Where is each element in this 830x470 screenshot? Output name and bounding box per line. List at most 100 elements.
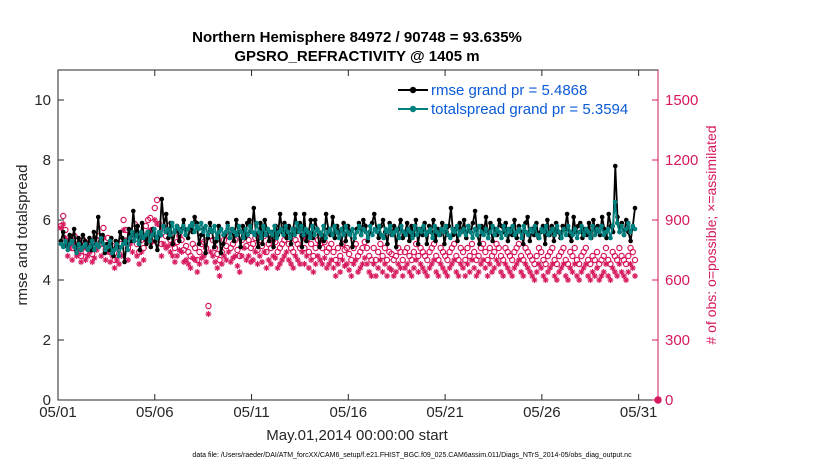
totalspread-point [359, 232, 364, 238]
rmse-point [284, 235, 289, 241]
rmse-point [288, 241, 294, 247]
totalspread-point [470, 235, 475, 241]
rmse-point [415, 241, 421, 247]
rmse-point [212, 244, 217, 250]
totalspread-point [559, 235, 564, 241]
assimilated-obs-marker [129, 249, 136, 255]
totalspread-point [285, 229, 291, 235]
totalspread-point [530, 229, 535, 235]
totalspread-point [412, 223, 418, 229]
assimilated-obs-marker [576, 277, 583, 283]
totalspread-point [261, 223, 266, 229]
totalspread-point [452, 229, 458, 235]
totalspread-point [614, 220, 620, 226]
possible-obs-marker [234, 246, 241, 254]
totalspread-point [69, 238, 75, 244]
rmse-point [350, 244, 355, 250]
totalspread-point [136, 241, 142, 247]
possible-obs-marker [343, 244, 351, 252]
totalspread-point [272, 223, 277, 229]
totalspread-point [112, 247, 117, 253]
totalspread-point [227, 235, 233, 241]
totalspread-point [189, 220, 195, 226]
rmse-point [120, 235, 125, 241]
rmse-point [76, 235, 81, 241]
assimilated-obs-marker [154, 221, 161, 227]
assimilated-obs-marker [542, 277, 549, 283]
possible-obs-marker [486, 244, 494, 252]
totalspread-point [448, 235, 453, 241]
totalspread-point [436, 232, 442, 238]
assimilated-obs-marker [480, 257, 487, 263]
possible-obs-marker [459, 248, 467, 256]
assimilated-obs-marker [187, 265, 194, 271]
assimilated-obs-marker [361, 255, 368, 261]
assimilated-obs-marker [84, 253, 91, 259]
rmse-point [339, 241, 344, 247]
assimilated-obs-marker [234, 263, 241, 269]
rmse-point [433, 238, 438, 244]
assimilated-obs-marker [547, 265, 554, 271]
totalspread-point [234, 232, 240, 238]
possible-obs-marker [363, 244, 371, 252]
totalspread-point [354, 229, 360, 235]
assimilated-obs-marker [544, 269, 551, 275]
totalspread-point [612, 199, 618, 205]
assimilated-obs-marker [497, 269, 504, 275]
totalspread-point [399, 223, 404, 229]
assimilated-obs-marker [573, 273, 580, 279]
totalspread-point [350, 226, 355, 232]
assimilated-obs-marker [531, 277, 538, 283]
assimilated-obs-marker [404, 261, 411, 267]
series-lines [58, 163, 638, 265]
y2-tick-label: 900 [665, 212, 690, 229]
assimilated-obs-marker [419, 265, 426, 271]
assimilated-obs-marker [372, 273, 379, 279]
assimilated-obs-marker [288, 261, 295, 267]
assimilated-obs-marker [564, 277, 571, 283]
totalspread-point [212, 223, 217, 229]
possible-obs-marker [591, 256, 598, 264]
rmse-point [317, 244, 322, 250]
totalspread-point [617, 229, 622, 235]
y-tick-label: 6 [43, 212, 51, 229]
assimilated-obs-marker [98, 253, 105, 259]
possible-obs-marker [537, 248, 545, 256]
assimilated-obs-marker [243, 257, 250, 263]
totalspread-point [421, 223, 426, 229]
totalspread-point [468, 229, 473, 235]
y2-axis-label: # of obs: o=possible; ×=assimilated [703, 125, 719, 344]
possible-obs-marker [374, 248, 382, 256]
possible-obs-marker [582, 244, 590, 252]
possible-obs-marker [468, 240, 476, 248]
assimilated-obs-marker [520, 273, 527, 279]
totalspread-point [87, 244, 93, 250]
totalspread-point [565, 223, 571, 229]
totalspread-point [481, 232, 487, 238]
rmse-point [391, 223, 397, 229]
possible-obs-marker [533, 252, 540, 260]
totalspread-point [525, 232, 531, 238]
assimilated-obs-marker [524, 265, 531, 271]
totalspread-point [218, 226, 224, 232]
totalspread-point [241, 235, 246, 241]
rmse-point [301, 211, 307, 217]
totalspread-point [281, 232, 286, 238]
totalspread-point [592, 232, 598, 238]
totalspread-point [83, 241, 88, 247]
rmse-point [612, 163, 618, 169]
assimilated-obs-marker [444, 273, 451, 279]
assimilated-obs-marker [607, 277, 614, 283]
assimilated-obs-marker [363, 261, 370, 267]
y2-tick-label: 300 [665, 332, 690, 349]
totalspread-point [330, 232, 335, 238]
possible-obs-marker [450, 240, 458, 248]
y-tick-label: 10 [34, 92, 51, 109]
assimilated-obs-marker [428, 261, 435, 267]
y-tick-label: 2 [43, 332, 51, 349]
totalspread-point [181, 223, 186, 229]
assimilated-obs-marker [238, 253, 245, 259]
assimilated-obs-marker [64, 253, 71, 259]
rmse-point [398, 217, 403, 223]
rmse-point [571, 214, 576, 220]
